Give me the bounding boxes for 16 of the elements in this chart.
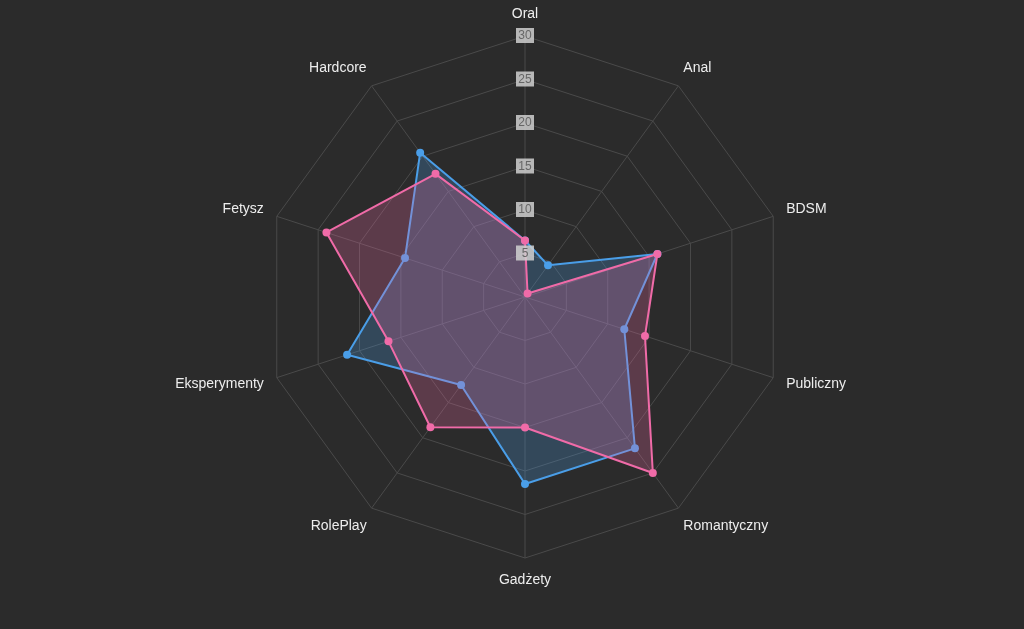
spoke-label: Romantyczny [683, 516, 769, 533]
spoke-label: Eksperymenty [175, 375, 264, 392]
spoke-label: Hardcore [309, 58, 367, 75]
y-tick-label: 30 [518, 28, 532, 43]
spoke-label: Anal [683, 58, 712, 75]
spoke-label: Gadżety [498, 570, 552, 587]
y-tick-label: 20 [518, 115, 532, 130]
spoke-label: Fetysz [222, 200, 264, 217]
y-tick-label: 10 [518, 202, 532, 217]
y-tick-label: 25 [518, 71, 532, 86]
y-tick-label: 5 [521, 245, 529, 260]
spoke-label: RolePlay [310, 516, 367, 533]
spoke-label: Oral [511, 4, 539, 21]
spoke-label: Publiczny [786, 375, 847, 392]
y-tick-label: 15 [518, 158, 532, 173]
spoke-label: BDSM [786, 200, 827, 217]
